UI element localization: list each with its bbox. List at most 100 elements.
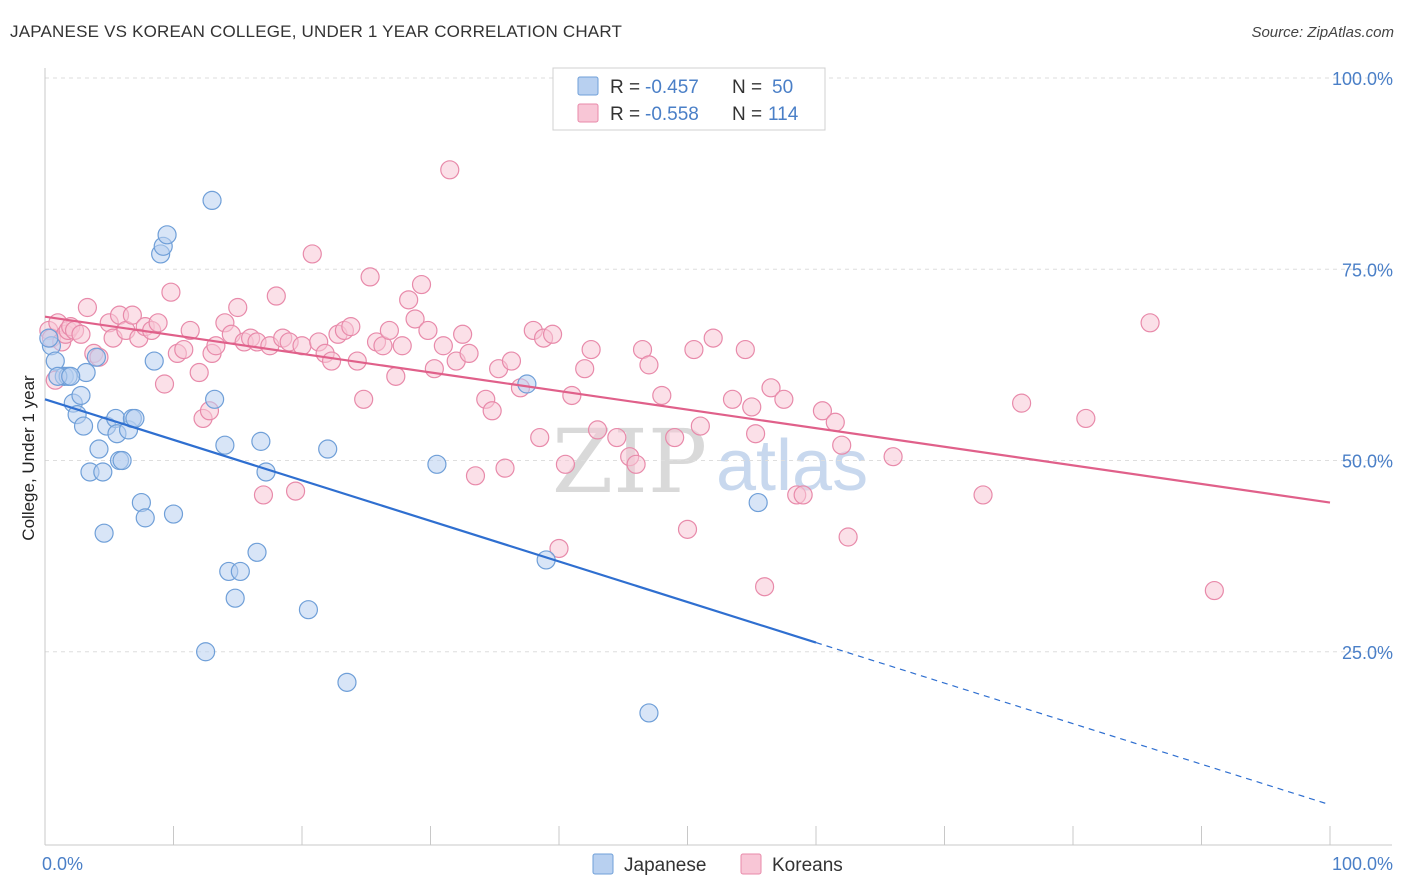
korean-point: [285, 481, 306, 501]
korean-point: [735, 339, 755, 360]
korean-point: [321, 351, 342, 371]
y-tick-labels: 25.0% 50.0% 75.0% 100.0%: [1332, 69, 1393, 663]
bottom-legend-swatch-korean: [740, 853, 762, 875]
korean-point: [754, 577, 775, 597]
korean-point: [433, 336, 453, 356]
legend-swatch-japanese: [577, 76, 599, 96]
japanese-point: [135, 508, 155, 528]
japanese-point: [61, 366, 81, 386]
y-tick-label-50: 50.0%: [1342, 452, 1393, 472]
legend-n-label-korean: N =: [732, 104, 762, 125]
korean-point: [742, 397, 762, 417]
korean-point: [386, 366, 406, 386]
japanese-point: [225, 588, 245, 608]
korean-point: [399, 290, 419, 310]
legend-swatch-korean: [577, 103, 599, 123]
japanese-point: [157, 225, 177, 245]
korean-point: [465, 466, 486, 486]
korean-point: [684, 339, 704, 360]
x-tick-label-min: 0.0%: [42, 854, 83, 874]
korean-point: [549, 538, 569, 559]
japanese-point: [196, 642, 216, 662]
japanese-point: [86, 347, 107, 367]
korean-point: [392, 336, 412, 356]
japanese-point: [71, 385, 91, 406]
korean-point: [405, 309, 425, 329]
y-tick-label-25: 25.0%: [1342, 643, 1393, 663]
korean-point: [883, 447, 903, 467]
japanese-trend-extension: [815, 641, 1331, 806]
japanese-point: [89, 439, 109, 459]
y-axis-label: College, Under 1 year: [19, 375, 38, 541]
japanese-point: [251, 431, 271, 451]
legend-r-value-japanese: -0.457: [645, 77, 699, 98]
japanese-point: [112, 450, 132, 471]
korean-point: [722, 389, 743, 409]
korean-point: [354, 389, 374, 409]
legend-r-label-korean: R =: [610, 104, 640, 125]
korean-point: [542, 324, 563, 344]
korean-point: [774, 389, 794, 409]
korean-point: [1011, 393, 1032, 413]
korean-point: [1076, 408, 1096, 429]
y-tick-label-100: 100.0%: [1332, 69, 1393, 89]
chart-title: JAPANESE VS KOREAN COLLEGE, UNDER 1 YEAR…: [10, 22, 623, 41]
japanese-point: [163, 504, 184, 524]
korean-point: [746, 424, 766, 444]
japanese-point: [73, 416, 94, 436]
legend-n-value-korean: 114: [768, 104, 799, 125]
korean-point: [501, 351, 522, 371]
korean-point: [825, 412, 845, 432]
korean-point: [690, 416, 710, 436]
korean-point: [360, 267, 380, 287]
legend-n-value-japanese: 50: [772, 77, 793, 98]
korean-point: [302, 244, 322, 264]
korean-point: [411, 274, 432, 295]
japanese-point: [144, 351, 164, 371]
top-legend: R = -0.457 N = 50 R = -0.558 N = 114: [552, 67, 826, 131]
korean-point: [379, 320, 399, 341]
japanese-point: [94, 523, 114, 543]
korean-point: [607, 427, 627, 448]
korean-point: [266, 286, 286, 306]
korean-point: [838, 527, 858, 547]
korean-point: [122, 305, 142, 325]
korean-point: [154, 374, 175, 394]
bottom-legend-label-korean: Koreans: [772, 855, 843, 876]
korean-point: [418, 320, 438, 341]
korean-point: [341, 317, 361, 337]
bottom-legend: Japanese Koreans: [592, 853, 843, 876]
axes: [44, 68, 1392, 846]
korean-point: [253, 485, 274, 505]
korean-point: [703, 328, 723, 348]
korean-point: [459, 343, 479, 363]
legend-n-label-japanese: N =: [732, 77, 762, 98]
x-tick-label-max: 100.0%: [1332, 854, 1393, 874]
trend-lines: [44, 315, 1331, 806]
korean-points: [39, 160, 1224, 601]
korean-point: [665, 427, 685, 448]
japanese-point: [517, 374, 537, 394]
korean-point: [180, 320, 200, 341]
japanese-point: [748, 492, 768, 513]
japanese-points: [39, 190, 768, 723]
korean-point: [587, 420, 608, 440]
korean-point: [1140, 313, 1160, 333]
korean-point: [575, 359, 595, 379]
korean-trend-line: [44, 315, 1331, 504]
korean-point: [482, 401, 502, 421]
japanese-point: [230, 561, 250, 582]
japanese-trend-line: [44, 398, 817, 644]
japanese-point: [247, 542, 267, 562]
japanese-point: [93, 462, 113, 482]
korean-point: [1204, 580, 1224, 601]
legend-r-label-japanese: R =: [610, 77, 640, 98]
japanese-point: [427, 454, 447, 474]
korean-point: [652, 385, 672, 406]
japanese-point: [215, 435, 235, 455]
korean-point: [189, 362, 209, 383]
korean-point: [530, 427, 550, 448]
korean-point: [495, 458, 515, 478]
japanese-point: [298, 600, 319, 620]
korean-point: [626, 454, 646, 474]
